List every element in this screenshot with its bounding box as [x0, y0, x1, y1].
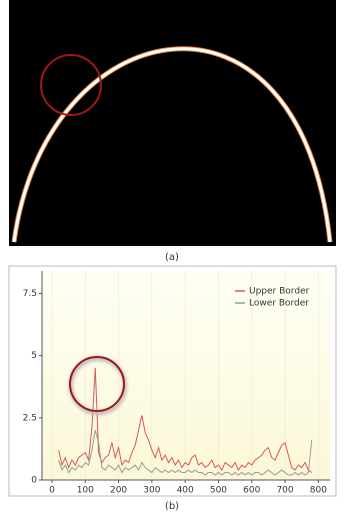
x-tick-label: 200	[110, 486, 127, 496]
x-tick-label: 300	[143, 486, 160, 496]
x-tick-label: 600	[243, 486, 260, 496]
x-tick-label: 800	[310, 486, 327, 496]
x-tick-label: 0	[49, 486, 55, 496]
y-tick-label: 2.5	[23, 413, 37, 423]
caption: (b)	[165, 501, 179, 512]
caption: (a)	[165, 252, 179, 263]
x-tick-label: 400	[177, 486, 194, 496]
x-tick-label: 500	[210, 486, 227, 496]
y-tick-label: 5	[31, 351, 37, 361]
legend-label: Lower Border	[249, 299, 309, 309]
x-tick-label: 700	[276, 486, 293, 496]
legend-label: Upper Border	[249, 287, 310, 297]
y-tick-label: 7.5	[23, 289, 37, 299]
y-tick-label: 0	[31, 476, 37, 486]
figure: (a) 0 100 200 300 400 500 600 700 800 0 2.5 5 7.5 Upp…	[0, 0, 345, 515]
x-tick-label: 100	[77, 486, 94, 496]
